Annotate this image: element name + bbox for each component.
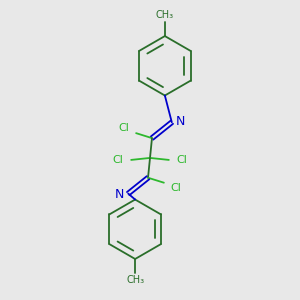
Text: N: N	[115, 188, 124, 201]
Text: Cl: Cl	[176, 155, 187, 165]
Text: Cl: Cl	[119, 123, 130, 133]
Text: CH₃: CH₃	[126, 275, 144, 285]
Text: N: N	[176, 115, 185, 128]
Text: CH₃: CH₃	[156, 10, 174, 20]
Text: Cl: Cl	[113, 155, 124, 165]
Text: Cl: Cl	[170, 183, 181, 193]
